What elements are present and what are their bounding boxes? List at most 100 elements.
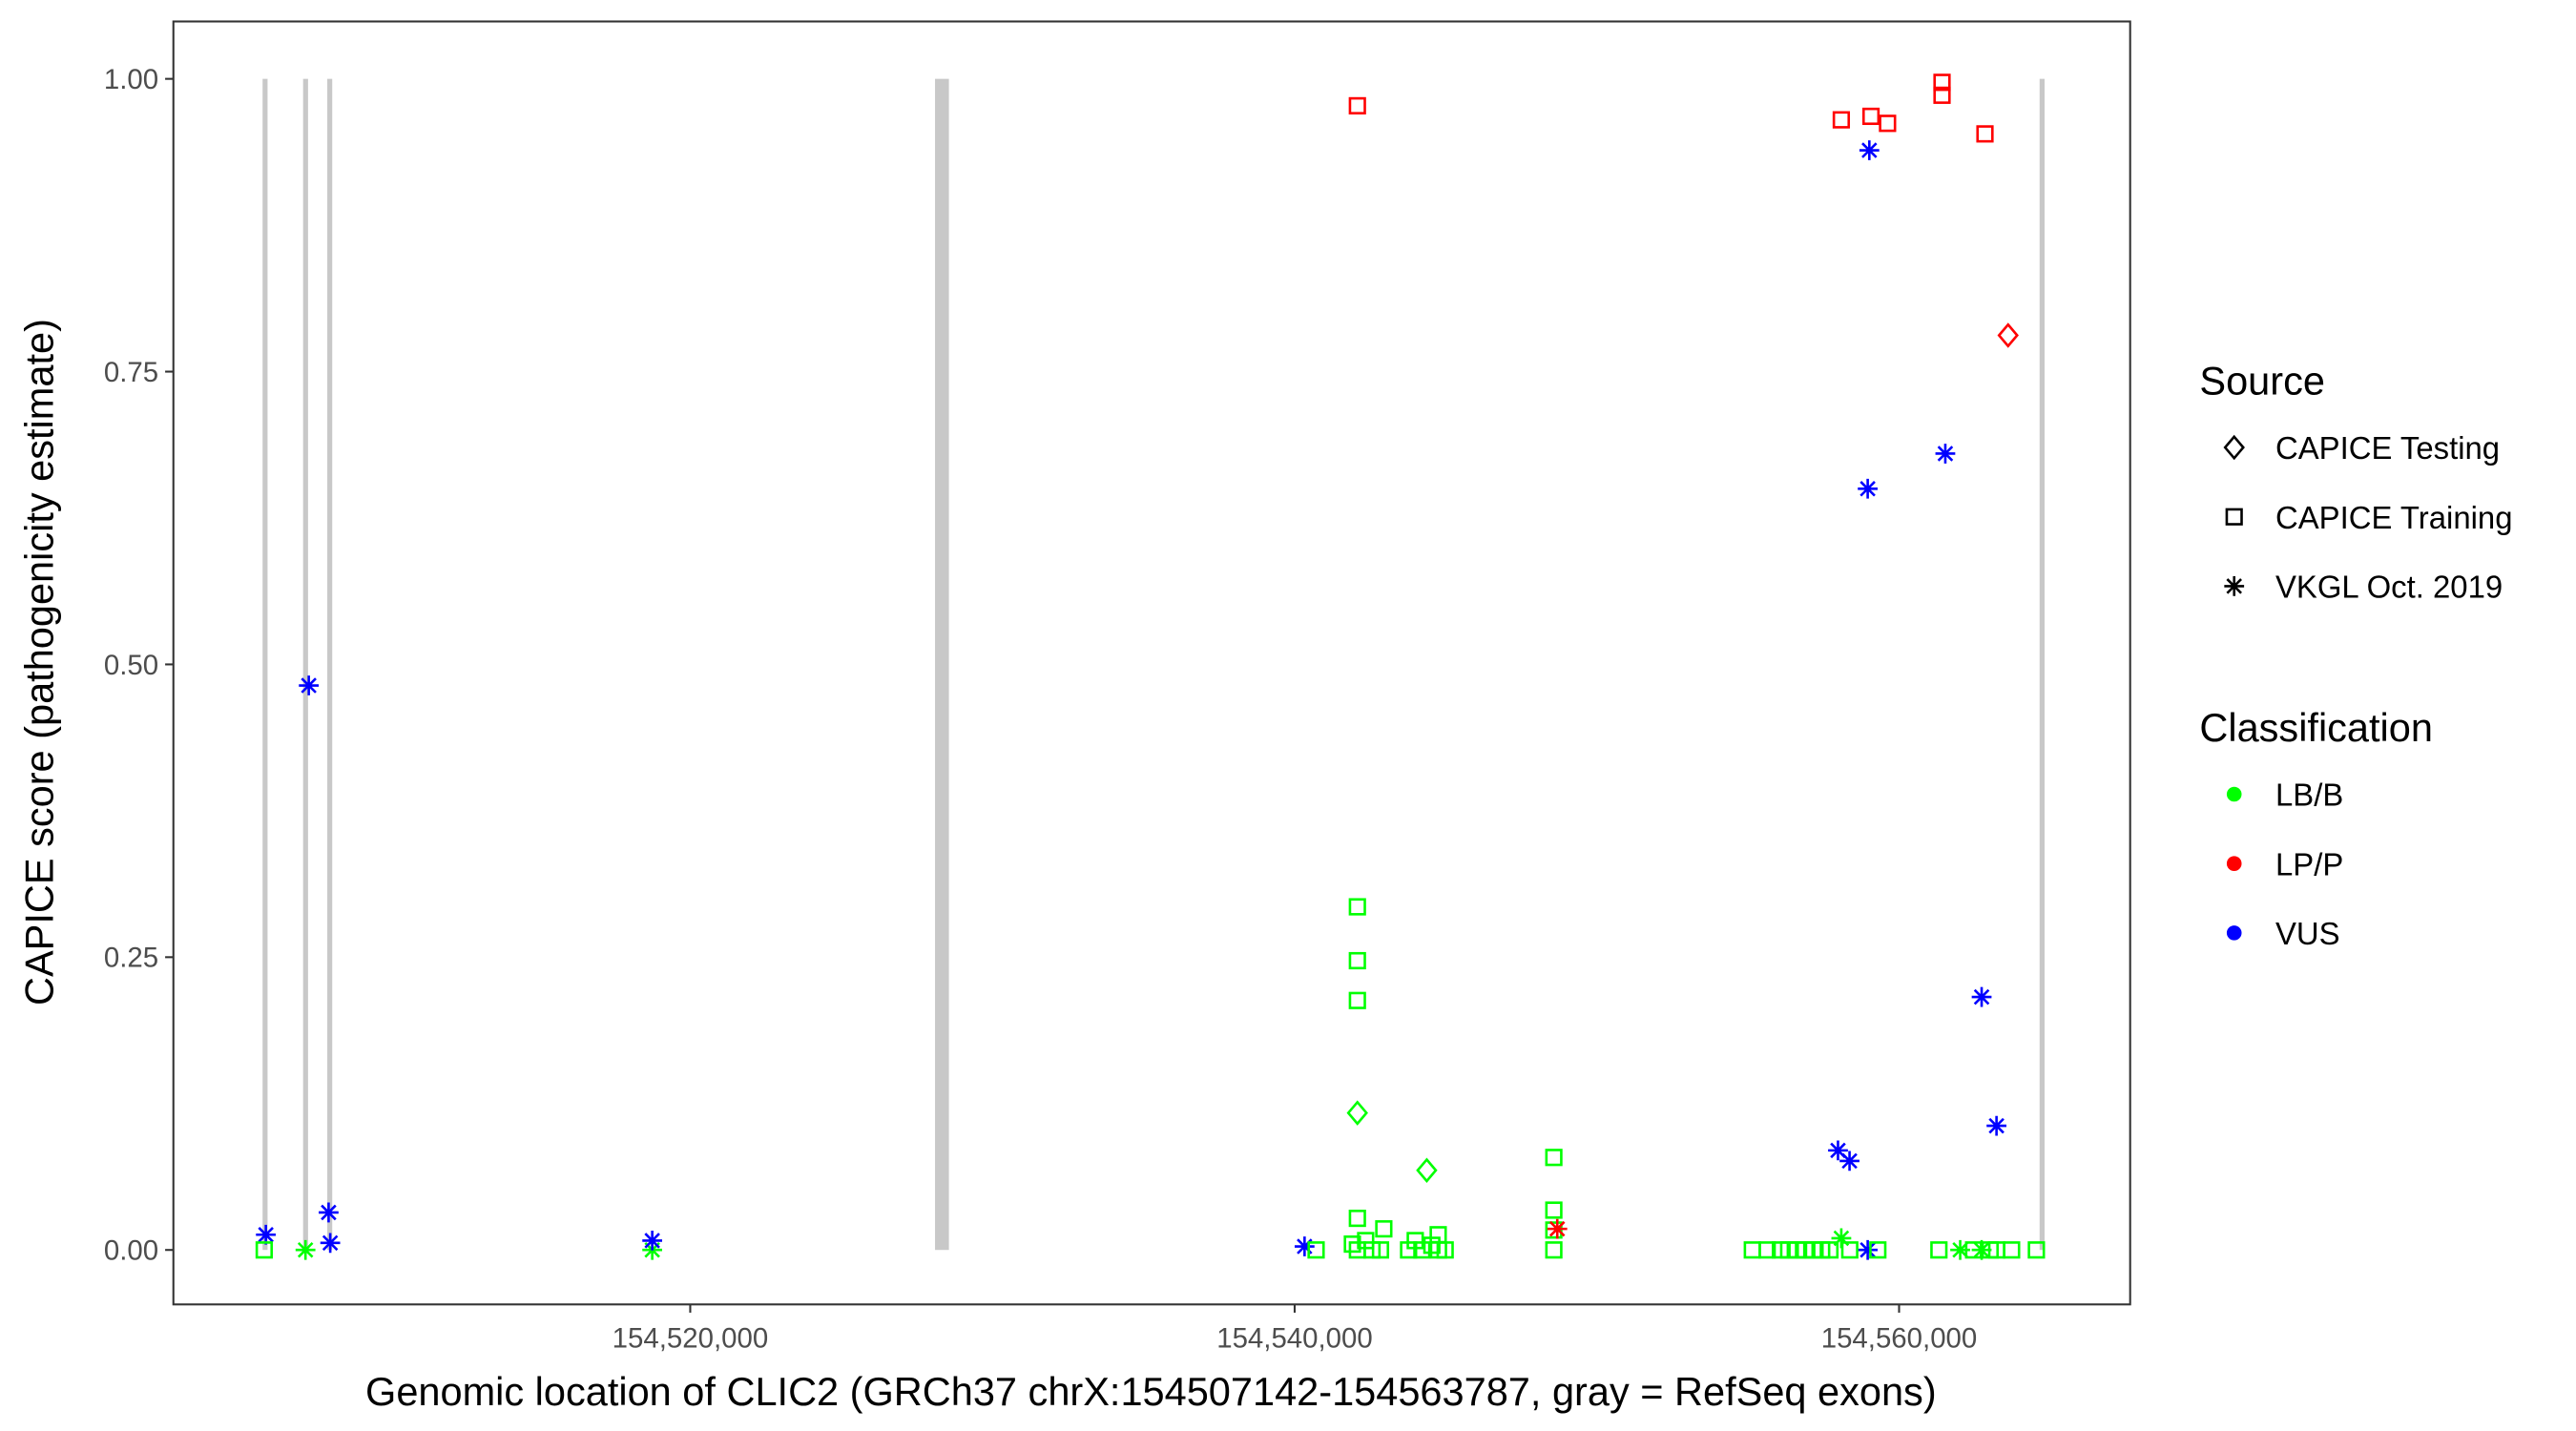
data-point [1758, 1241, 1776, 1259]
square-marker [1758, 1241, 1776, 1259]
square-marker [1930, 1241, 1948, 1259]
legend-class-label: LP/P [2275, 846, 2343, 881]
diamond-marker [1346, 1100, 1368, 1126]
asterisk-marker [642, 1231, 663, 1251]
data-point [1545, 1201, 1563, 1219]
legend-key-asterisk [2224, 576, 2245, 596]
asterisk-marker [1971, 986, 1992, 1007]
data-point [1933, 86, 1951, 104]
diamond-marker [1416, 1157, 1438, 1184]
square-marker [1413, 1241, 1431, 1259]
data-point [1935, 444, 1956, 464]
square-marker [1840, 1241, 1859, 1259]
square-marker [1307, 1241, 1325, 1259]
y-tick-label: 0.00 [104, 1235, 158, 1267]
data-point [1348, 951, 1366, 970]
square-marker [1933, 73, 1951, 92]
asterisk-marker [1828, 1140, 1848, 1161]
data-point [320, 1233, 341, 1254]
asterisk-marker [295, 1239, 316, 1260]
legend-key-dot [2226, 856, 2242, 871]
asterisk-marker [299, 675, 320, 695]
y-tick-label: 0.50 [104, 650, 158, 681]
exon-bars [262, 78, 2045, 1251]
x-tick-label: 154,560,000 [1821, 1322, 1978, 1354]
data-point [1869, 1241, 1887, 1259]
data-point [1950, 1239, 1970, 1260]
x-tick-label: 154,520,000 [613, 1322, 769, 1354]
exon-bar [2039, 78, 2045, 1251]
exon-bar [302, 78, 308, 1251]
data-point [1343, 1234, 1361, 1254]
data-point [1416, 1157, 1438, 1184]
asterisk-marker [1858, 478, 1879, 499]
square-marker [1976, 125, 1994, 143]
diamond-marker [1997, 322, 2019, 348]
legend-class-label: VUS [2275, 916, 2340, 951]
diamond-marker [2223, 434, 2245, 461]
data-point [1436, 1241, 1454, 1259]
data-point [1840, 1241, 1859, 1259]
data-point [1547, 1218, 1568, 1239]
square-marker [1375, 1220, 1393, 1238]
legend-key-dot [2226, 925, 2242, 941]
square-marker [1545, 1201, 1563, 1219]
data-point [1933, 73, 1951, 92]
square-marker [1869, 1241, 1887, 1259]
data-points [255, 73, 2046, 1260]
square-marker [1348, 951, 1366, 970]
asterisk-marker [1935, 444, 1956, 464]
data-point [1964, 1241, 1983, 1259]
data-point [2027, 1241, 2046, 1259]
data-point [1858, 1239, 1879, 1260]
square-marker [2027, 1241, 2046, 1259]
data-point [1413, 1241, 1431, 1259]
square-marker [255, 1241, 274, 1259]
data-point [1348, 96, 1366, 114]
legend-class-title: Classification [2199, 705, 2433, 750]
y-tick-label: 0.25 [104, 943, 158, 974]
exon-bar [262, 78, 268, 1251]
square-marker [1348, 991, 1366, 1009]
data-point [299, 675, 320, 695]
asterisk-marker [1950, 1239, 1970, 1260]
data-point [642, 1231, 663, 1251]
data-point [1859, 140, 1880, 160]
data-point [1832, 111, 1851, 129]
data-point [1861, 107, 1880, 126]
asterisk-marker [256, 1224, 277, 1245]
data-point [1294, 1236, 1315, 1256]
data-point [1976, 125, 1994, 143]
data-point [1348, 991, 1366, 1009]
square-marker [1879, 114, 1897, 133]
asterisk-marker [1831, 1228, 1852, 1249]
data-point [319, 1202, 339, 1223]
data-point [1820, 1241, 1839, 1259]
legend-key-dot [2226, 786, 2242, 802]
square-marker [1348, 1209, 1366, 1228]
data-point [1545, 1241, 1563, 1259]
asterisk-marker [1986, 1115, 2007, 1136]
data-point [1971, 986, 1992, 1007]
legend-source-label: CAPICE Training [2275, 500, 2513, 535]
data-point [256, 1224, 277, 1245]
data-point [1986, 1115, 2007, 1136]
legend-source-label: CAPICE Testing [2275, 430, 2500, 466]
data-point [1307, 1241, 1325, 1259]
asterisk-marker [320, 1233, 341, 1254]
plot-panel [172, 20, 2131, 1306]
legend-source-label: VKGL Oct. 2019 [2275, 570, 2503, 605]
data-point [1930, 1241, 1948, 1259]
legend-key-square [2225, 508, 2243, 526]
square-marker [1343, 1234, 1361, 1254]
data-point [1375, 1220, 1393, 1238]
exon-bar [935, 78, 949, 1251]
legend: Source Classification CAPICE Testing CAPI… [2199, 359, 2512, 951]
legend-class-label: LB/B [2275, 778, 2343, 813]
exon-bar [327, 78, 333, 1251]
data-point [1879, 114, 1897, 133]
data-point [1858, 478, 1879, 499]
asterisk-marker [1858, 1239, 1879, 1260]
x-tick-label: 154,540,000 [1216, 1322, 1373, 1354]
